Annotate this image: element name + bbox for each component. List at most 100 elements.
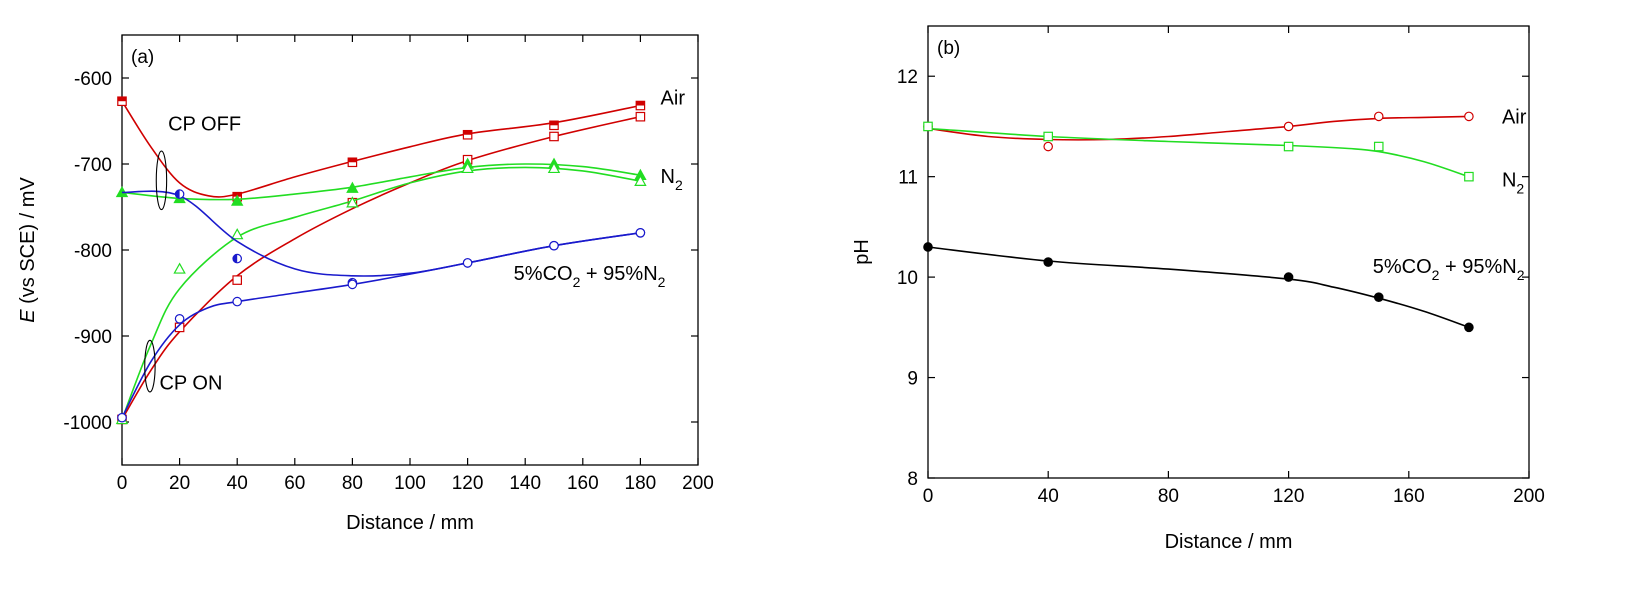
data-point — [346, 181, 359, 193]
annotation-ellipse — [144, 339, 156, 393]
y-tick-label: -1000 — [63, 413, 112, 434]
x-tick-label: 0 — [923, 486, 934, 507]
data-point — [1464, 111, 1474, 122]
series-line — [927, 115, 1469, 141]
x-tick-label: 0 — [117, 473, 128, 494]
series-label-sub2: 2 — [658, 274, 666, 290]
series-label-after: + 95%N — [1439, 256, 1516, 278]
data-point — [1043, 131, 1053, 142]
series-label: N2 — [1502, 170, 1524, 197]
data-point-fill — [117, 97, 127, 102]
series-label: 5%CO2 + 95%N2 — [514, 263, 666, 290]
annotation-text: CP OFF — [168, 113, 241, 135]
y-tick-label: 9 — [907, 369, 918, 390]
series-n2 — [115, 157, 647, 206]
data-point — [923, 242, 933, 252]
y-tick-label: 8 — [907, 469, 918, 490]
y-tick-label: 12 — [897, 67, 918, 88]
panel-label: (b) — [937, 38, 960, 59]
plot-frame — [927, 25, 1530, 479]
x-tick-label: 200 — [1513, 486, 1545, 507]
series-5-co2-95-n2 — [923, 242, 1474, 333]
series-label-main: Air — [1502, 106, 1527, 128]
series-n2 — [923, 121, 1474, 182]
x-axis-title: Distance / mm — [1165, 531, 1293, 553]
x-tick-label: 120 — [452, 473, 484, 494]
x-tick-label: 160 — [1393, 486, 1425, 507]
series-air — [117, 96, 646, 202]
data-point — [232, 275, 242, 285]
x-tick-label: 60 — [284, 473, 305, 494]
annotation-ellipse — [155, 150, 168, 211]
series-label: 5%CO2 + 95%N2 — [1373, 256, 1525, 283]
data-point — [232, 296, 242, 307]
data-point — [346, 196, 359, 208]
data-point — [1043, 141, 1053, 152]
data-point — [230, 194, 244, 206]
data-point — [174, 313, 185, 324]
series-label-main: 5%CO — [514, 263, 573, 285]
data-point-fill — [549, 121, 559, 126]
x-tick-label: 40 — [227, 473, 248, 494]
data-point — [347, 279, 358, 290]
x-tick-label: 100 — [394, 473, 426, 494]
data-point — [635, 111, 646, 122]
y-tick-label: -900 — [74, 327, 112, 348]
data-point — [549, 240, 559, 251]
x-tick-label: 80 — [1158, 486, 1179, 507]
data-point — [1283, 141, 1294, 152]
data-point-fill — [175, 189, 180, 199]
y-tick-label: 10 — [897, 268, 918, 289]
series-line — [927, 127, 1470, 178]
y-axis-title-symbol: E — [17, 309, 39, 323]
x-tick-label: 80 — [342, 473, 363, 494]
data-point — [1043, 257, 1053, 267]
data-point-fill — [233, 254, 238, 263]
data-point — [1373, 141, 1384, 152]
y-axis-title: E (vs SCE) / mV — [17, 177, 39, 323]
series-label-main: Air — [661, 88, 686, 110]
x-tick-label: 140 — [509, 473, 541, 494]
series-line — [121, 100, 641, 198]
data-point — [634, 174, 647, 186]
x-tick-label: 160 — [567, 473, 599, 494]
data-point — [1283, 121, 1294, 132]
annotation-text: CP ON — [159, 372, 222, 394]
y-axis-title: pH — [851, 239, 873, 265]
series-label: N2 — [661, 166, 683, 193]
series-label: Air — [1502, 106, 1527, 128]
x-tick-label: 120 — [1273, 486, 1305, 507]
series-label-sub2: 2 — [1517, 267, 1525, 283]
data-point — [230, 228, 244, 240]
series-5-co2-95-n2 — [117, 228, 646, 423]
series-label-sub: 2 — [1432, 267, 1440, 283]
series-label-main: N — [1502, 170, 1516, 192]
x-tick-label: 20 — [169, 473, 190, 494]
series-label-main: 5%CO — [1373, 256, 1432, 278]
x-tick-label: 180 — [625, 473, 657, 494]
y-axis-title-rest: (vs SCE) / mV — [17, 177, 39, 310]
panel-label: (a) — [131, 47, 154, 68]
data-point-fill — [348, 158, 357, 163]
series-label-after: + 95%N — [580, 263, 657, 285]
data-point — [461, 161, 474, 174]
series-label: Air — [661, 88, 686, 110]
series-label-sub: 2 — [675, 177, 683, 193]
y-tick-label: 11 — [898, 168, 918, 189]
data-point-fill — [463, 130, 472, 135]
series-air — [923, 111, 1474, 152]
x-tick-label: 40 — [1038, 486, 1059, 507]
x-tick-label: 200 — [682, 473, 714, 494]
y-tick-label: -600 — [74, 69, 112, 90]
data-point — [547, 161, 561, 174]
data-point — [635, 228, 646, 238]
data-point — [173, 262, 186, 274]
data-point — [923, 121, 933, 132]
data-point — [1283, 272, 1294, 282]
series-label-main: N — [661, 166, 675, 188]
data-point — [1373, 292, 1384, 302]
data-point — [549, 131, 559, 142]
plot-frame — [121, 34, 699, 466]
series-label-sub: 2 — [1516, 181, 1524, 197]
